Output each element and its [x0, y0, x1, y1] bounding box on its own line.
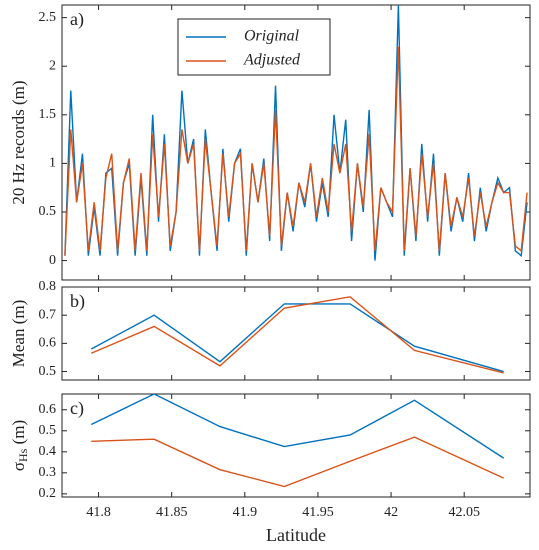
panel-label: b): [70, 291, 85, 312]
series-line: [90, 394, 505, 459]
y-tick-label: 0.2: [39, 486, 57, 501]
y-axis-label-symbol: σ: [9, 462, 28, 471]
x-tick-label: 42: [384, 505, 398, 520]
series-line: [64, 46, 528, 256]
x-tick-label: 41.85: [156, 505, 188, 520]
x-axis-label: Latitude: [266, 525, 326, 545]
y-tick-label: 0: [49, 253, 56, 268]
y-tick-label: 0.8: [39, 279, 57, 294]
y-tick-label: 2: [49, 58, 56, 73]
y-tick-label: 0.3: [39, 465, 57, 480]
plot-frame: [61, 393, 531, 498]
y-tick-label: 1.5: [39, 107, 57, 122]
y-tick-label: 2.5: [39, 10, 57, 25]
legend-label: Original: [244, 28, 300, 45]
y-tick-label: 1: [49, 156, 56, 171]
y-axis-label: σHs (m): [9, 420, 30, 471]
series-line: [90, 303, 504, 373]
y-axis-label: Mean (m): [9, 300, 28, 368]
y-axis-label: 20 Hz records (m): [9, 80, 28, 204]
y-tick-label: 0.6: [39, 402, 57, 417]
panel-label: a): [70, 9, 84, 30]
y-tick-label: 0.4: [39, 444, 57, 459]
panel-label: c): [70, 398, 84, 419]
x-tick-label: 41.95: [302, 505, 334, 520]
y-tick-label: 0.5: [39, 423, 57, 438]
y-tick-label: 0.5: [39, 204, 57, 219]
plot-frame: [61, 4, 531, 281]
y-tick-label: 0.5: [39, 364, 57, 379]
x-tick-label: 41.8: [86, 505, 111, 520]
series-line: [90, 296, 504, 374]
x-tick-label: 42.05: [448, 505, 480, 520]
y-axis-label-sub: Hs: [16, 448, 30, 462]
y-axis-label-unit: (m): [9, 420, 28, 449]
plot-frame: [61, 286, 531, 381]
y-tick-label: 0.7: [39, 307, 57, 322]
y-tick-label: 0.6: [39, 336, 57, 351]
series-line: [91, 436, 504, 488]
legend-label: Adjusted: [243, 52, 301, 69]
legend-box: [177, 18, 331, 76]
x-tick-label: 41.9: [233, 505, 258, 520]
